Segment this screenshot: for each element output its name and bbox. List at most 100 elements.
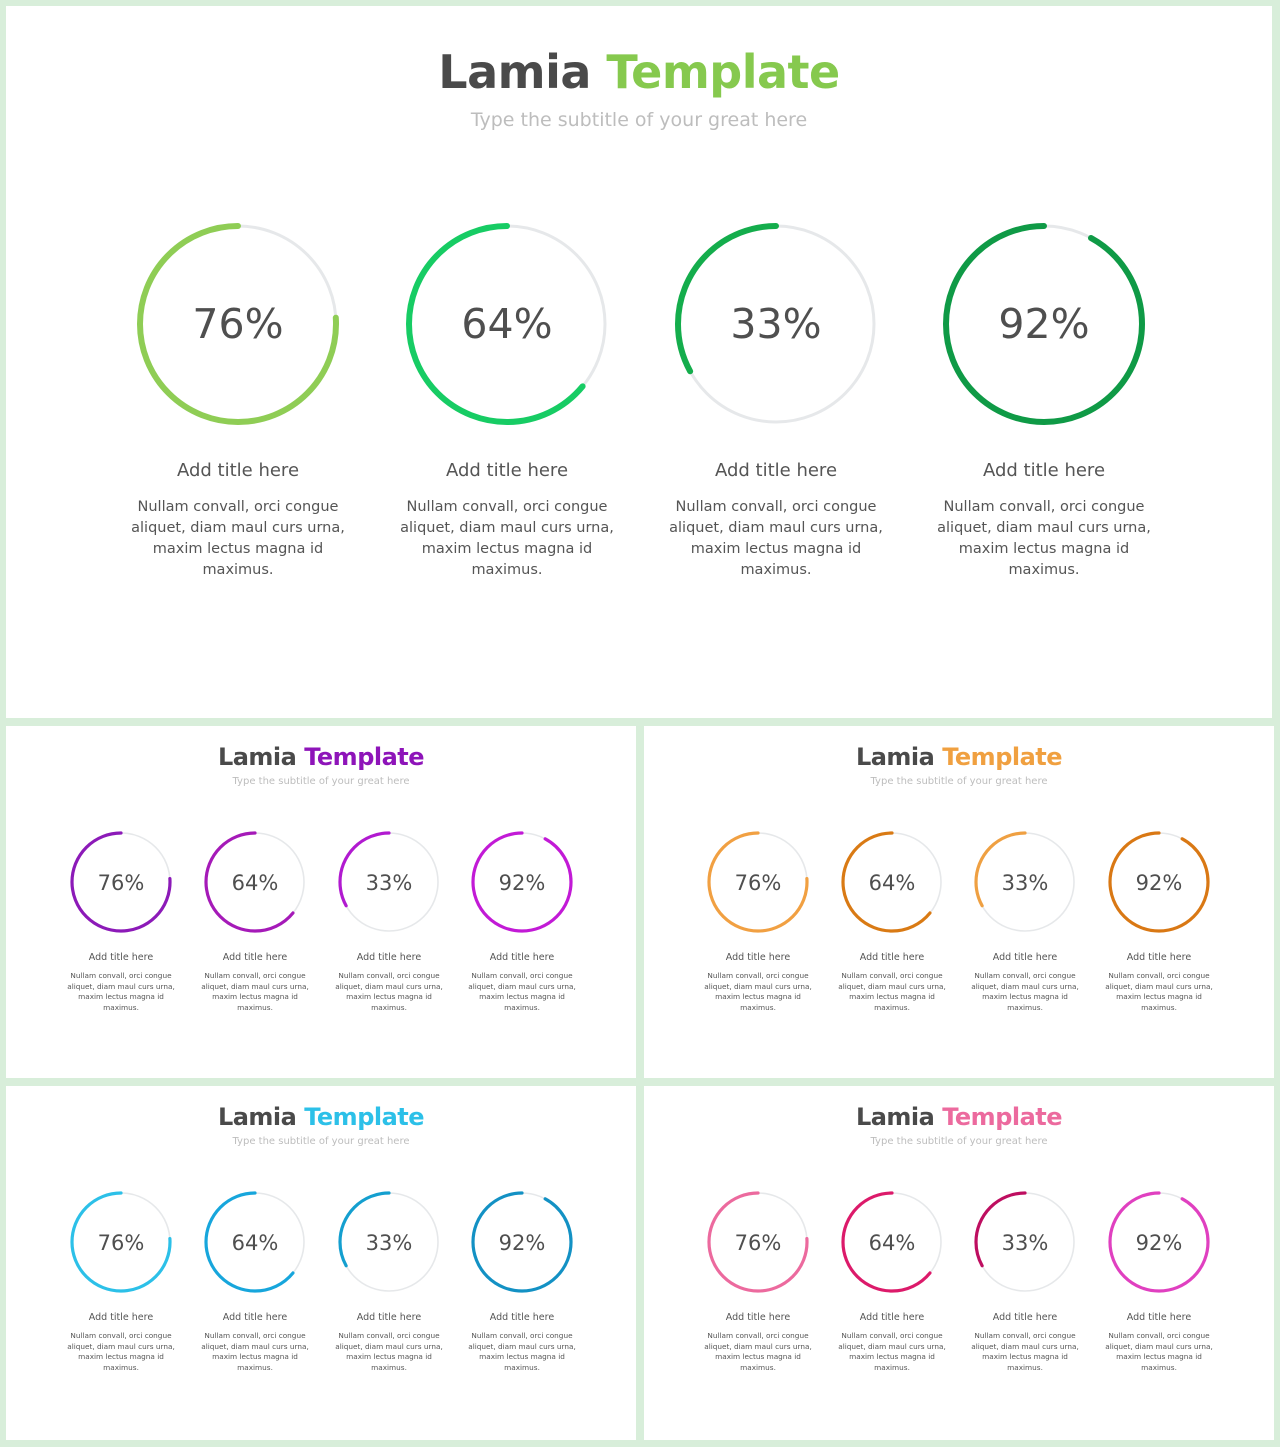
item-description: Nullam convall, orci congue aliquet, dia…	[335, 971, 443, 1012]
item-description: Nullam convall, orci congue aliquet, dia…	[704, 971, 812, 1012]
stat-card-3: 33% Add title here Nullam convall, orci …	[971, 830, 1079, 1020]
slide-title: Lamia Template	[644, 1102, 1274, 1132]
stat-card-4: 92% Add title here Nullam convall, orci …	[1105, 1190, 1213, 1380]
percent-label: 64%	[868, 1231, 916, 1255]
item-description: Nullam convall, orci congue aliquet, dia…	[400, 499, 614, 578]
item-description: Nullam convall, orci congue aliquet, dia…	[669, 499, 883, 578]
percent-label: 92%	[498, 1231, 546, 1255]
stat-card-2: 64% Add title here Nullam convall, orci …	[838, 1190, 946, 1380]
percent-label: 76%	[97, 871, 145, 895]
item-description: Nullam convall, orci congue aliquet, dia…	[838, 971, 946, 1012]
slide-main: Lamia Template Type the subtitle of your…	[6, 6, 1272, 718]
item-title: Add title here	[725, 1312, 791, 1323]
stat-card-1: 76% Add title here Nullam convall, orci …	[131, 222, 345, 592]
item-description: Nullam convall, orci congue aliquet, dia…	[971, 971, 1079, 1012]
progress-ring	[943, 223, 1145, 425]
stat-card-2: 64% Add title here Nullam convall, orci …	[838, 830, 946, 1020]
item-title: Add title here	[222, 1312, 288, 1323]
title-accent: Template	[942, 1103, 1063, 1131]
stat-card-4: 92% Add title here Nullam convall, orci …	[468, 830, 576, 1020]
ring-progress-arc	[1108, 1191, 1210, 1293]
percent-label: 76%	[97, 1231, 145, 1255]
title-accent: Template	[304, 1103, 425, 1131]
percent-label: 92%	[1135, 871, 1183, 895]
title-accent: Template	[304, 743, 425, 771]
stat-card-4: 92% Add title here Nullam convall, orci …	[1105, 830, 1213, 1020]
item-description: Nullam convall, orci congue aliquet, dia…	[1105, 971, 1213, 1012]
progress-ring	[204, 831, 306, 933]
stat-card-3: 33% Add title here Nullam convall, orci …	[669, 222, 883, 592]
stat-card-2: 64% Add title here Nullam convall, orci …	[201, 830, 309, 1020]
slide-subtitle: Type the subtitle of your great here	[870, 776, 1048, 787]
stat-card-4: 92% Add title here Nullam convall, orci …	[468, 1190, 576, 1380]
ring-progress-arc	[137, 223, 339, 425]
percent-label: 64%	[461, 300, 553, 348]
title-main: Lamia	[438, 45, 591, 99]
slide-subtitle: Type the subtitle of your great here	[232, 1136, 410, 1147]
ring-progress-arc	[406, 223, 608, 425]
item-title: Add title here	[714, 460, 838, 481]
title-accent: Template	[606, 45, 840, 99]
stat-card-1: 76% Add title here Nullam convall, orci …	[704, 1190, 812, 1380]
progress-ring	[1108, 1191, 1210, 1293]
item-description: Nullam convall, orci congue aliquet, dia…	[971, 1331, 1079, 1372]
slide-subtitle: Type the subtitle of your great here	[870, 1136, 1048, 1147]
item-description: Nullam convall, orci congue aliquet, dia…	[468, 1331, 576, 1372]
slide-purple: Lamia Template Type the subtitle of your…	[6, 726, 636, 1078]
progress-ring	[338, 831, 440, 933]
progress-ring	[841, 1191, 943, 1293]
slide-title: Lamia Template	[6, 1102, 636, 1132]
item-title: Add title here	[356, 1312, 422, 1323]
slide-title: Lamia Template	[6, 742, 636, 772]
ring-progress-arc	[707, 831, 809, 933]
progress-ring	[1108, 831, 1210, 933]
stat-card-1: 76% Add title here Nullam convall, orci …	[67, 1190, 175, 1380]
item-title: Add title here	[725, 952, 791, 963]
percent-label: 33%	[1001, 1231, 1049, 1255]
percent-label: 64%	[868, 871, 916, 895]
percent-label: 92%	[1135, 1231, 1183, 1255]
stat-card-1: 76% Add title here Nullam convall, orci …	[67, 830, 175, 1020]
percent-label: 64%	[231, 871, 279, 895]
ring-progress-arc	[471, 831, 573, 933]
page-subtitle: Type the subtitle of your great here	[470, 109, 808, 131]
percent-label: 76%	[192, 300, 284, 348]
item-title: Add title here	[445, 460, 569, 481]
ring-progress-arc	[70, 831, 172, 933]
progress-ring	[471, 1191, 573, 1293]
item-title: Add title here	[222, 952, 288, 963]
ring-progress-arc	[841, 1191, 943, 1293]
ring-progress-arc	[943, 223, 1145, 425]
progress-ring	[675, 223, 877, 425]
percent-label: 92%	[998, 300, 1090, 348]
ring-progress-arc	[974, 1191, 1076, 1293]
item-title: Add title here	[1126, 952, 1192, 963]
item-title: Add title here	[1126, 1312, 1192, 1323]
item-description: Nullam convall, orci congue aliquet, dia…	[201, 1331, 309, 1372]
slide-subtitle: Type the subtitle of your great here	[232, 776, 410, 787]
stat-card-1: 76% Add title here Nullam convall, orci …	[704, 830, 812, 1020]
item-title: Add title here	[88, 952, 154, 963]
progress-ring	[974, 831, 1076, 933]
progress-ring	[707, 1191, 809, 1293]
slide-title: Lamia Template	[644, 742, 1274, 772]
stat-card-3: 33% Add title here Nullam convall, orci …	[335, 1190, 443, 1380]
ring-progress-arc	[1108, 831, 1210, 933]
stat-card-2: 64% Add title here Nullam convall, orci …	[400, 222, 614, 592]
item-title: Add title here	[982, 460, 1106, 481]
item-description: Nullam convall, orci congue aliquet, dia…	[937, 499, 1151, 578]
progress-ring	[471, 831, 573, 933]
percent-label: 76%	[734, 871, 782, 895]
title-main: Lamia	[855, 1103, 935, 1131]
item-title: Add title here	[88, 1312, 154, 1323]
item-description: Nullam convall, orci congue aliquet, dia…	[335, 1331, 443, 1372]
percent-label: 33%	[365, 1231, 413, 1255]
percent-label: 76%	[734, 1231, 782, 1255]
ring-progress-arc	[204, 831, 306, 933]
ring-progress-arc	[471, 1191, 573, 1293]
item-title: Add title here	[992, 952, 1058, 963]
item-description: Nullam convall, orci congue aliquet, dia…	[131, 499, 345, 578]
stat-card-2: 64% Add title here Nullam convall, orci …	[201, 1190, 309, 1380]
progress-ring	[70, 1191, 172, 1293]
stat-card-3: 33% Add title here Nullam convall, orci …	[335, 830, 443, 1020]
